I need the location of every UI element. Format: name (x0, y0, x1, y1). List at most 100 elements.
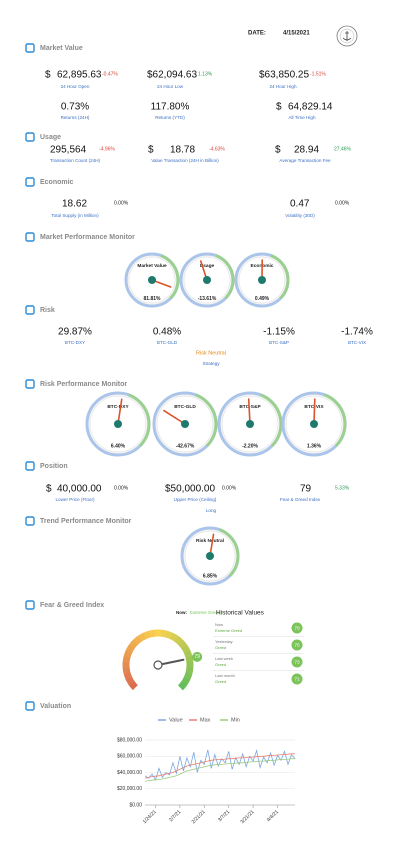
change: 5.33% (335, 485, 350, 491)
gauge-value: -42.67% (176, 444, 195, 450)
fg-arc (137, 632, 147, 642)
currency: $ (148, 145, 154, 156)
gauge-name: Market Value (137, 263, 167, 269)
value: 0.47 (290, 199, 310, 210)
y-tick-label: $0.00 (129, 802, 142, 808)
history-badge (291, 639, 303, 651)
item-label: BTC-S&P (269, 340, 289, 345)
fg-arc (185, 667, 194, 675)
gauge-value: -13.61% (198, 296, 217, 302)
y-tick-label: $40,000.00 (117, 770, 142, 776)
section-icon (25, 305, 35, 315)
item-label: Lower Price (Floor) (55, 497, 95, 502)
fg-value-badge (192, 651, 203, 662)
history-class: Greed (215, 662, 226, 667)
section-title: Risk Performance Monitor (40, 381, 127, 388)
value: $50,000.00 (165, 484, 215, 495)
section-icon (25, 600, 35, 610)
section-title: Position (40, 463, 68, 470)
item-label: Value Transaction (24H in Billion) (151, 158, 219, 163)
fg-arc (181, 644, 191, 654)
fg-arc (122, 667, 131, 675)
fg-arc (183, 649, 193, 658)
date: 4/15/2021 (283, 31, 310, 37)
y-tick-label: $20,000.00 (117, 786, 142, 792)
item-label: Fear & Greed Index (280, 497, 321, 502)
item-label: 24 Hour Open (61, 84, 90, 89)
gauge-hub (181, 420, 189, 428)
value: 29.87% (58, 327, 92, 338)
fg-arc (123, 649, 133, 658)
section-icon (25, 132, 35, 142)
fg-arc (177, 681, 188, 691)
fg-arc (125, 644, 135, 654)
fg-arc (123, 672, 133, 681)
fg-historical-title: Historical Values (216, 610, 265, 617)
legend-label: Max (200, 717, 211, 723)
strategy-label: Strategy (202, 361, 220, 366)
gauge-value: 81.81% (144, 296, 162, 302)
fg-arc (174, 635, 184, 646)
legend-label: Min (231, 717, 240, 723)
change: 1.13% (198, 71, 213, 77)
history-value: 79 (294, 625, 300, 631)
series-line (144, 753, 295, 779)
fg-arc (169, 632, 179, 642)
currency: $ (46, 484, 52, 495)
item-label: Average Transaction Fee (279, 158, 331, 163)
fg-arc (142, 630, 151, 640)
history-class: Greed (215, 679, 226, 684)
fg-arc (148, 629, 156, 638)
history-badge (291, 656, 303, 668)
fg-arc (128, 681, 138, 691)
direction: Long (206, 508, 217, 513)
history-value: 73 (294, 659, 300, 665)
section-title: Fear & Greed Index (40, 602, 104, 609)
value: 62,895.63 (57, 70, 102, 81)
currency: $ (45, 70, 51, 81)
gauge-band (215, 254, 235, 300)
change: -0.47% (102, 71, 118, 77)
change: 0.00% (114, 200, 129, 206)
fg-arc (160, 629, 168, 638)
value: $62,094.63 (147, 70, 197, 81)
value: -1.74% (341, 327, 373, 338)
gauge-band (219, 528, 240, 577)
gauge-band (260, 393, 283, 447)
section-title: Risk (40, 307, 55, 314)
gauge-name: BTC-S&P (239, 404, 261, 410)
y-tick-label: $80,000.00 (117, 737, 142, 743)
fg-arc (122, 655, 131, 663)
section-icon (25, 701, 35, 711)
fg-arc (178, 639, 188, 649)
gauge-band (195, 393, 218, 447)
value: 28.94 (294, 145, 319, 156)
section-title: Market Performance Monitor (40, 234, 135, 241)
history-class: Extreme Greed (215, 628, 242, 633)
value: 40,000.00 (57, 484, 102, 495)
change: -4.63% (209, 146, 225, 152)
item-label: BTC-VIX (348, 340, 366, 345)
value: 18.78 (170, 145, 195, 156)
date-label: DATE: (248, 31, 266, 37)
gauge-band (270, 254, 290, 300)
gauge-hub (258, 276, 266, 284)
value: 64,829.14 (288, 102, 333, 113)
change: 27.46% (334, 146, 352, 152)
gauge-needle (247, 398, 251, 425)
legend-label: Value (169, 717, 183, 723)
gauge-band (160, 254, 180, 300)
item-label: Volatility (30D) (285, 213, 315, 218)
history-value: 71 (294, 676, 300, 682)
fg-now-value: Extreme Greed (190, 610, 221, 615)
gauge-name: Risk Neutral (196, 538, 224, 544)
fg-arc (125, 676, 135, 686)
history-period: Last week (215, 656, 233, 661)
gauge-band (324, 393, 347, 447)
value: 18.62 (62, 199, 87, 210)
value: 117.80% (151, 102, 190, 113)
series-line (144, 758, 295, 782)
y-tick-label: $60,000.00 (117, 754, 142, 760)
fg-arc (185, 655, 194, 663)
gauge-band (128, 393, 151, 447)
